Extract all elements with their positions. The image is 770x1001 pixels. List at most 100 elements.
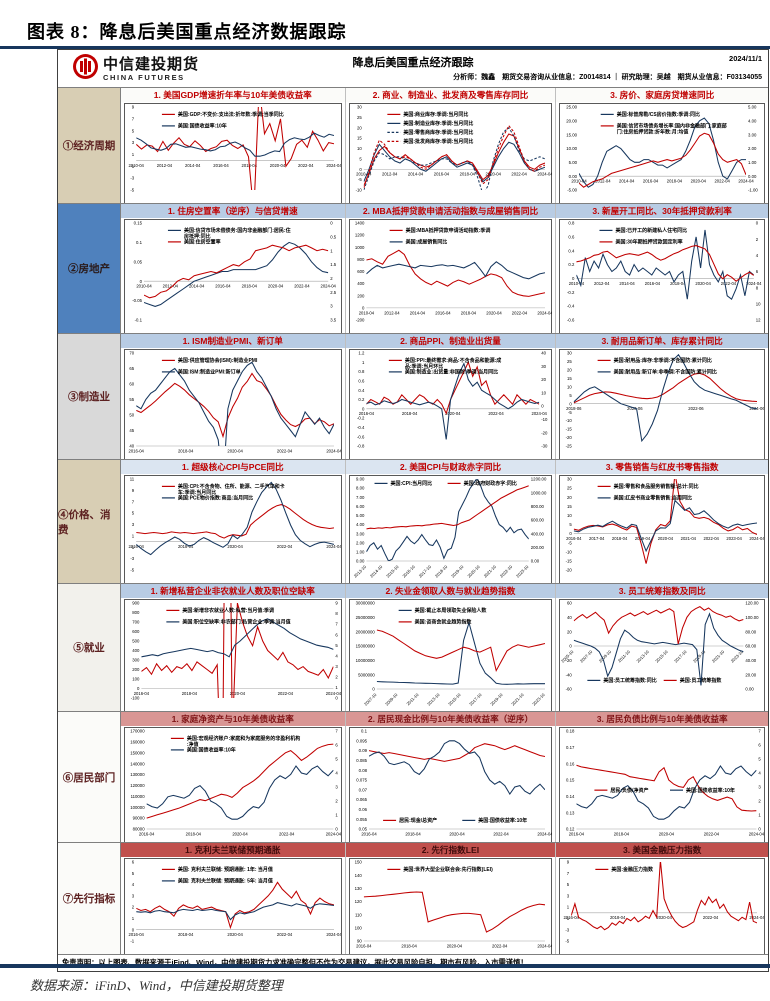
legend-entry: 美国:CPI:不含食物、住所、能源、二手汽车和卡车:季调:当月同比 bbox=[178, 483, 285, 496]
chart-canvas: -5.00 0.00 5.00 10.00 15.00 20.00 25.00 -1.00 0.… bbox=[559, 103, 765, 203]
svg-text:2021-10: 2021-10 bbox=[711, 649, 726, 664]
svg-text:40: 40 bbox=[129, 444, 134, 449]
svg-text:0.16: 0.16 bbox=[566, 761, 575, 766]
svg-text:2020-04: 2020-04 bbox=[227, 932, 243, 937]
legend-entry: 美国:GDP:不变价:支出法:折年数:季调:当季同比 bbox=[178, 111, 284, 118]
svg-text:2020-04: 2020-04 bbox=[268, 284, 284, 289]
svg-text:9: 9 bbox=[335, 601, 338, 606]
svg-text:2022-04: 2022-04 bbox=[721, 281, 737, 286]
analyst-info: 分析师：魏鑫 期货交易咨询从业信息：Z0014814 ｜ 研究助理：吴越 期货从… bbox=[453, 74, 762, 81]
svg-text:0.13: 0.13 bbox=[566, 810, 575, 815]
grid-row-1: ①经济周期 1. 美国GDP增速折年率与10年美债收益率 -5 -3 -1 1 3 5 7 9 20… bbox=[58, 88, 768, 204]
svg-text:-3: -3 bbox=[130, 176, 134, 181]
svg-text:2020-04: 2020-04 bbox=[486, 310, 502, 315]
svg-text:60.00: 60.00 bbox=[746, 644, 757, 649]
svg-text:4: 4 bbox=[335, 653, 338, 658]
svg-text:5: 5 bbox=[132, 128, 135, 133]
series-line bbox=[143, 241, 329, 307]
chart-cell: 2. 美国CPI与财政赤字同比 0.00 1.00 2.00 3.00 4.00 5.00 6… bbox=[345, 460, 557, 583]
svg-text:2020-04: 2020-04 bbox=[227, 448, 243, 453]
chart-cell: 1. 克利夫兰联储预期通胀 -1 0 1 2 3 4 5 6 2016-04 2018-04 2020… bbox=[120, 843, 346, 954]
svg-text:2021-04: 2021-04 bbox=[681, 536, 697, 541]
svg-text:10000000: 10000000 bbox=[355, 658, 375, 663]
svg-text:20: 20 bbox=[567, 368, 572, 373]
svg-text:0: 0 bbox=[362, 305, 365, 310]
svg-text:2: 2 bbox=[759, 799, 762, 804]
svg-text:30000000: 30000000 bbox=[355, 601, 375, 606]
chart-canvas: -20 -15 -10 -5 0 5 10 15 20 25 30 2016-04 2017-04 201… bbox=[559, 475, 766, 583]
chart-canvas: 40 45 50 55 60 65 70 2016-04 2018-04 2020-04 2022-… bbox=[123, 349, 342, 459]
svg-text:150000: 150000 bbox=[130, 750, 145, 755]
svg-text:2016-04: 2016-04 bbox=[569, 831, 585, 836]
svg-text:-40: -40 bbox=[566, 672, 573, 677]
svg-text:5: 5 bbox=[567, 882, 570, 887]
svg-text:3.00: 3.00 bbox=[748, 132, 757, 137]
row-label: ①经济周期 bbox=[58, 88, 121, 203]
document-title: 降息后美国重点经济跟踪 bbox=[352, 57, 474, 69]
svg-text:-0.6: -0.6 bbox=[357, 434, 365, 439]
series-line bbox=[571, 862, 758, 931]
svg-text:2016-04: 2016-04 bbox=[128, 544, 144, 549]
svg-text:15: 15 bbox=[357, 136, 362, 141]
chart-title: 3. 居民负债比例与10年美债收益率 bbox=[556, 712, 768, 726]
svg-text:-5: -5 bbox=[568, 540, 572, 545]
svg-text:2022-04: 2022-04 bbox=[492, 943, 508, 948]
row-label: ⑥居民部门 bbox=[58, 712, 121, 842]
legend-entry: 美国:PCE物价指数:商品:当月同比 bbox=[178, 495, 253, 502]
svg-text:2014-04: 2014-04 bbox=[185, 163, 201, 168]
svg-text:2017-10: 2017-10 bbox=[673, 649, 688, 664]
legend-entry: 美国:政府财政赤字:同比 bbox=[463, 480, 516, 487]
svg-text:2009-10: 2009-10 bbox=[384, 692, 399, 707]
svg-text:2024-04: 2024-04 bbox=[326, 448, 341, 453]
svg-text:2016-04: 2016-04 bbox=[358, 411, 374, 416]
svg-text:2024-04: 2024-04 bbox=[537, 310, 552, 315]
legend-entry: 美国:耐用品:库存:非季调:不含国防:累计同比 bbox=[614, 357, 712, 364]
legend-entry: 美国:成屋销售同比 bbox=[405, 239, 447, 246]
svg-text:2010-04: 2010-04 bbox=[569, 281, 585, 286]
svg-text:2022-04: 2022-04 bbox=[511, 310, 527, 315]
svg-text:2016-04: 2016-04 bbox=[128, 932, 144, 937]
svg-text:1.5: 1.5 bbox=[330, 262, 337, 267]
svg-text:2024-04: 2024-04 bbox=[326, 831, 341, 836]
svg-text:1: 1 bbox=[335, 685, 338, 690]
series-line bbox=[574, 612, 744, 686]
series-line bbox=[576, 245, 755, 282]
svg-text:7: 7 bbox=[335, 622, 338, 627]
svg-text:4.00: 4.00 bbox=[748, 118, 757, 123]
chart-cell: 2. MBA抵押贷款申请活动指数与成屋销售同比 -200 0 200 400 600 800… bbox=[345, 204, 557, 333]
svg-text:2024-04: 2024-04 bbox=[320, 284, 336, 289]
svg-text:0.15: 0.15 bbox=[566, 778, 575, 783]
svg-text:2018-04: 2018-04 bbox=[182, 691, 198, 696]
svg-text:0: 0 bbox=[137, 686, 140, 691]
chart-canvas: 0.00 1.00 2.00 3.00 4.00 5.00 6.00 7.00 8.00 9.00… bbox=[348, 475, 553, 583]
svg-text:60: 60 bbox=[567, 601, 572, 606]
svg-text:300: 300 bbox=[132, 658, 140, 663]
svg-text:-5: -5 bbox=[130, 188, 134, 193]
svg-text:0.055: 0.055 bbox=[356, 817, 367, 822]
svg-text:2018-04: 2018-04 bbox=[241, 284, 257, 289]
svg-text:2020-04: 2020-04 bbox=[449, 831, 465, 836]
svg-text:40: 40 bbox=[541, 351, 546, 356]
top-divider bbox=[0, 46, 770, 49]
svg-text:2016-04: 2016-04 bbox=[564, 915, 580, 920]
svg-text:0: 0 bbox=[335, 827, 338, 832]
legend-entry: 美国:住房空置率 bbox=[184, 239, 221, 246]
svg-text:7: 7 bbox=[567, 871, 570, 876]
svg-text:1.00: 1.00 bbox=[356, 549, 365, 554]
series-line bbox=[574, 372, 758, 404]
svg-text:1200: 1200 bbox=[354, 233, 364, 238]
svg-text:0.5: 0.5 bbox=[330, 234, 337, 239]
svg-text:-5: -5 bbox=[130, 568, 134, 573]
chart-cell: 3. 美国金融压力指数 -5 -3 -1 1 3 5 7 9 2016-04 2018-04 2020… bbox=[556, 843, 768, 954]
chart-cell: 2. 先行指数LEI 90 100 110 120 130 140 150 2016-04 201… bbox=[345, 843, 557, 954]
chart-canvas: -25 -20 -15 -10 -5 0 5 10 15 20 25 30 2018-06 2020-06… bbox=[559, 349, 766, 459]
chart-title: 2. 美国CPI与财政赤字同比 bbox=[345, 460, 556, 474]
svg-text:70: 70 bbox=[129, 351, 134, 356]
svg-text:0.1: 0.1 bbox=[136, 240, 143, 245]
china-futures-logo-icon bbox=[72, 53, 99, 85]
svg-text:2016-04: 2016-04 bbox=[433, 172, 449, 177]
svg-text:1: 1 bbox=[335, 813, 338, 818]
series-line bbox=[365, 261, 545, 280]
series-line bbox=[576, 764, 757, 812]
legend-entry: 美国:员工统筹指数 bbox=[680, 677, 723, 684]
